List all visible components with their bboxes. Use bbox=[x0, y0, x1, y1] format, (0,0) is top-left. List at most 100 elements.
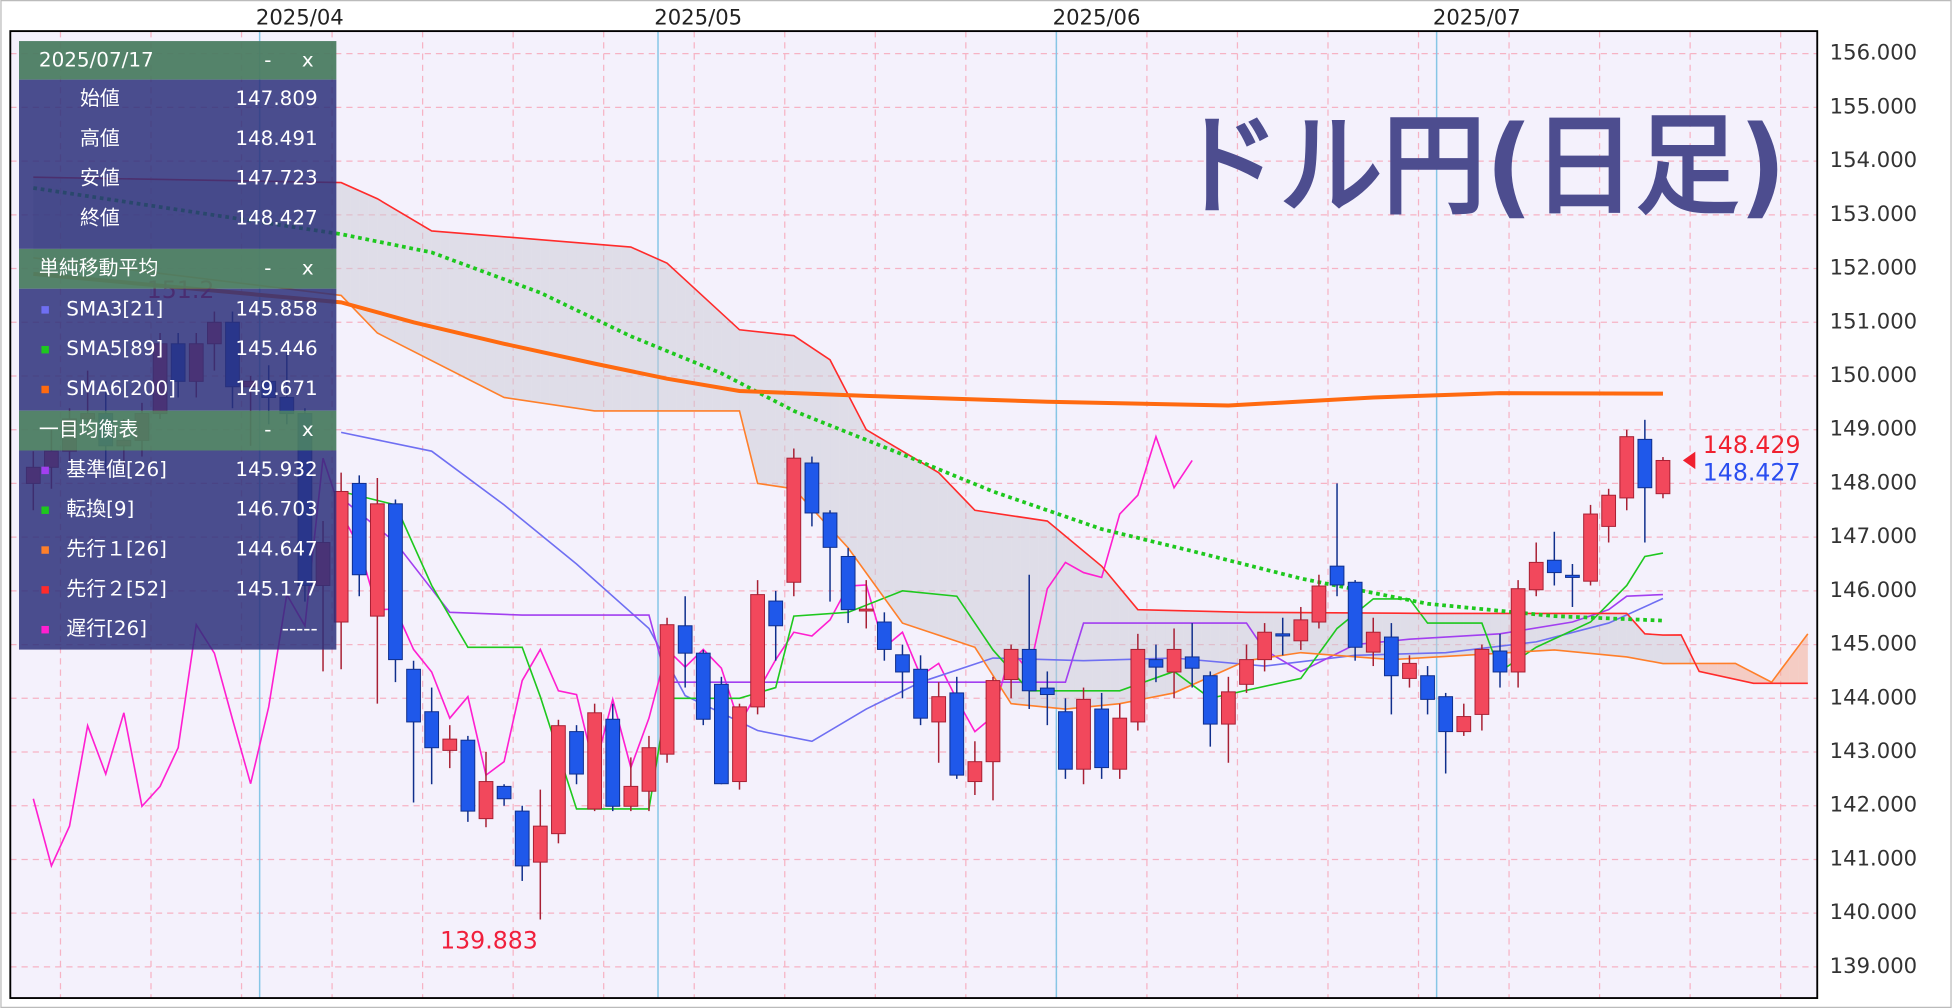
legend-swatch bbox=[41, 345, 49, 354]
candle-body bbox=[623, 785, 639, 807]
cloud bbox=[1662, 634, 1673, 664]
candle-body bbox=[406, 668, 421, 723]
candle-body bbox=[442, 738, 458, 751]
chart-title: ドル円(日足) bbox=[1176, 102, 1786, 230]
cloud bbox=[612, 245, 622, 411]
candle-body bbox=[1221, 691, 1236, 725]
ask-marker bbox=[1682, 451, 1696, 470]
cloud bbox=[522, 238, 532, 402]
cloud bbox=[422, 225, 432, 361]
min-label: 139.883 bbox=[440, 926, 538, 954]
y-tick-label: 142.000 bbox=[1830, 792, 1917, 817]
cloud bbox=[540, 239, 550, 405]
cloud bbox=[1445, 613, 1455, 657]
cloud bbox=[1246, 612, 1256, 661]
close-button[interactable]: x bbox=[302, 418, 314, 441]
last-label: 148.427 bbox=[1703, 459, 1801, 487]
cloud bbox=[449, 232, 459, 375]
indicator-line bbox=[33, 257, 1809, 710]
cloud bbox=[983, 511, 993, 676]
cloud bbox=[1228, 611, 1238, 669]
cloud bbox=[730, 321, 740, 411]
indicator-line bbox=[340, 497, 1664, 683]
cloud bbox=[1681, 634, 1691, 664]
candle-body bbox=[1039, 687, 1055, 696]
y-tick-label: 139.000 bbox=[1830, 953, 1917, 978]
cloud bbox=[938, 472, 948, 639]
y-tick-label: 145.000 bbox=[1830, 631, 1917, 656]
candle-body bbox=[1148, 659, 1164, 668]
minimize-button[interactable]: - bbox=[264, 256, 271, 279]
cloud bbox=[1608, 613, 1618, 657]
panel-date: 2025/07/17 bbox=[39, 48, 154, 71]
cloud bbox=[1635, 623, 1645, 661]
cloud bbox=[694, 288, 704, 411]
legend-swatch bbox=[41, 306, 49, 314]
candle-body bbox=[822, 512, 838, 548]
candle-body bbox=[1402, 662, 1417, 679]
cloud bbox=[1146, 609, 1156, 699]
panel-header bbox=[19, 248, 337, 289]
candle-body bbox=[1546, 559, 1562, 574]
cloud bbox=[1708, 663, 1718, 676]
y-tick-label: 151.000 bbox=[1830, 308, 1917, 333]
cloud bbox=[893, 445, 903, 624]
panel-value: 145.446 bbox=[235, 337, 317, 360]
y-tick-label: 154.000 bbox=[1830, 147, 1917, 172]
cloud bbox=[1074, 543, 1084, 709]
cloud bbox=[386, 204, 396, 343]
candle-body bbox=[714, 683, 729, 785]
candle-body bbox=[496, 785, 512, 800]
cloud bbox=[929, 467, 939, 636]
candle-body bbox=[1438, 696, 1454, 733]
panel-value: 147.723 bbox=[235, 167, 317, 190]
cloud bbox=[594, 244, 604, 411]
candle-body bbox=[1347, 581, 1363, 648]
x-tick-label: 2025/05 bbox=[654, 5, 742, 30]
candle-body bbox=[460, 739, 476, 812]
cloud bbox=[1717, 663, 1727, 678]
y-tick-label: 150.000 bbox=[1830, 362, 1917, 387]
legend-label: 転換[9] bbox=[66, 498, 134, 521]
y-tick-label: 143.000 bbox=[1830, 738, 1917, 763]
cloud bbox=[1192, 611, 1202, 685]
legend-swatch bbox=[41, 506, 49, 514]
cloud bbox=[667, 263, 677, 411]
panel-body bbox=[19, 79, 337, 249]
cloud bbox=[956, 491, 966, 645]
cloud bbox=[350, 186, 360, 315]
close-button[interactable]: x bbox=[302, 256, 314, 279]
cloud bbox=[1309, 612, 1319, 655]
panel-title: 一目均衡表 bbox=[39, 418, 139, 441]
panel-value: 147.809 bbox=[235, 87, 317, 110]
cloud bbox=[1119, 587, 1129, 704]
cloud bbox=[757, 331, 767, 485]
candle-body bbox=[1239, 659, 1254, 685]
cloud bbox=[875, 435, 885, 599]
y-tick-label: 155.000 bbox=[1830, 93, 1917, 118]
legend-label: 基準値[26] bbox=[66, 458, 167, 481]
cloud bbox=[368, 194, 378, 334]
cloud bbox=[485, 235, 496, 393]
cloud bbox=[658, 259, 668, 411]
cloud bbox=[495, 236, 505, 398]
candle-body bbox=[1383, 636, 1399, 677]
cloud bbox=[920, 461, 930, 633]
candle-body bbox=[732, 706, 747, 783]
cloud bbox=[974, 510, 984, 662]
minimize-button[interactable]: - bbox=[264, 418, 271, 441]
cloud bbox=[1780, 658, 1790, 684]
candle-body bbox=[369, 503, 385, 617]
candle-body bbox=[1329, 565, 1345, 586]
minimize-button[interactable]: - bbox=[264, 48, 271, 71]
y-tick-label: 147.000 bbox=[1830, 523, 1917, 548]
candle-body bbox=[1293, 619, 1309, 642]
candle-body bbox=[351, 482, 367, 576]
close-button[interactable]: x bbox=[302, 48, 314, 71]
y-tick-label: 148.000 bbox=[1830, 469, 1917, 494]
candle-body bbox=[931, 696, 947, 723]
cloud bbox=[884, 440, 894, 611]
panel-title: 単純移動平均 bbox=[39, 256, 158, 279]
candle-body bbox=[1058, 711, 1073, 770]
cloud bbox=[820, 353, 831, 529]
